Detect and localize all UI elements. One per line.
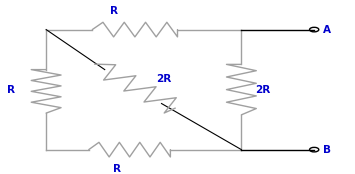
Text: R: R xyxy=(113,164,121,173)
Text: 2R: 2R xyxy=(256,85,271,95)
Text: R: R xyxy=(110,6,118,16)
Text: A: A xyxy=(323,25,331,35)
Text: B: B xyxy=(323,145,331,155)
Text: 2R: 2R xyxy=(156,74,171,84)
Text: R: R xyxy=(7,85,15,96)
